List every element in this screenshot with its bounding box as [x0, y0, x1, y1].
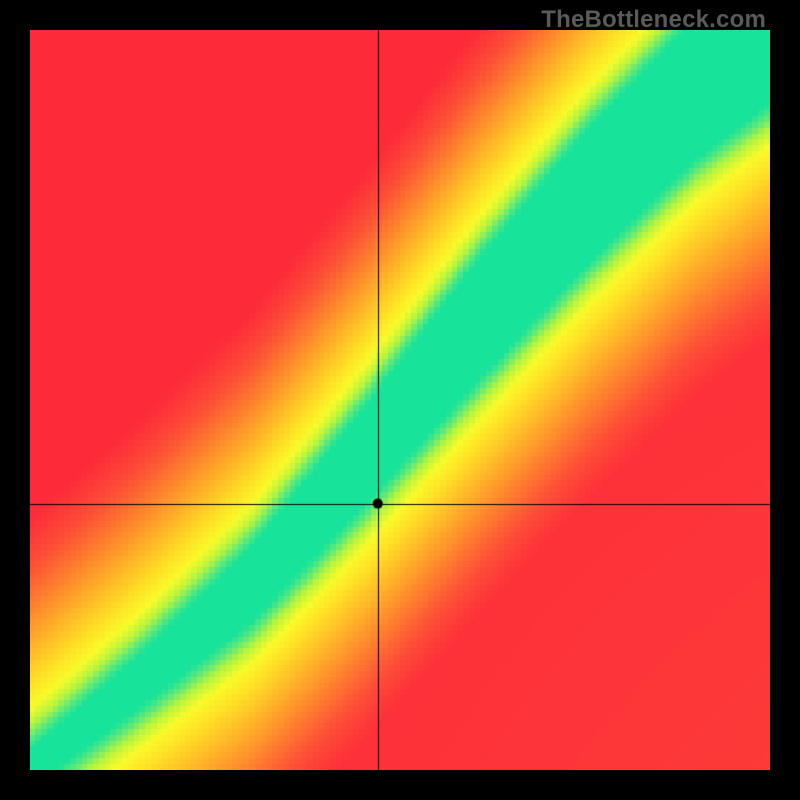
heatmap-canvas — [30, 30, 770, 770]
chart-frame: TheBottleneck.com — [0, 0, 800, 800]
heatmap-area — [30, 30, 770, 770]
